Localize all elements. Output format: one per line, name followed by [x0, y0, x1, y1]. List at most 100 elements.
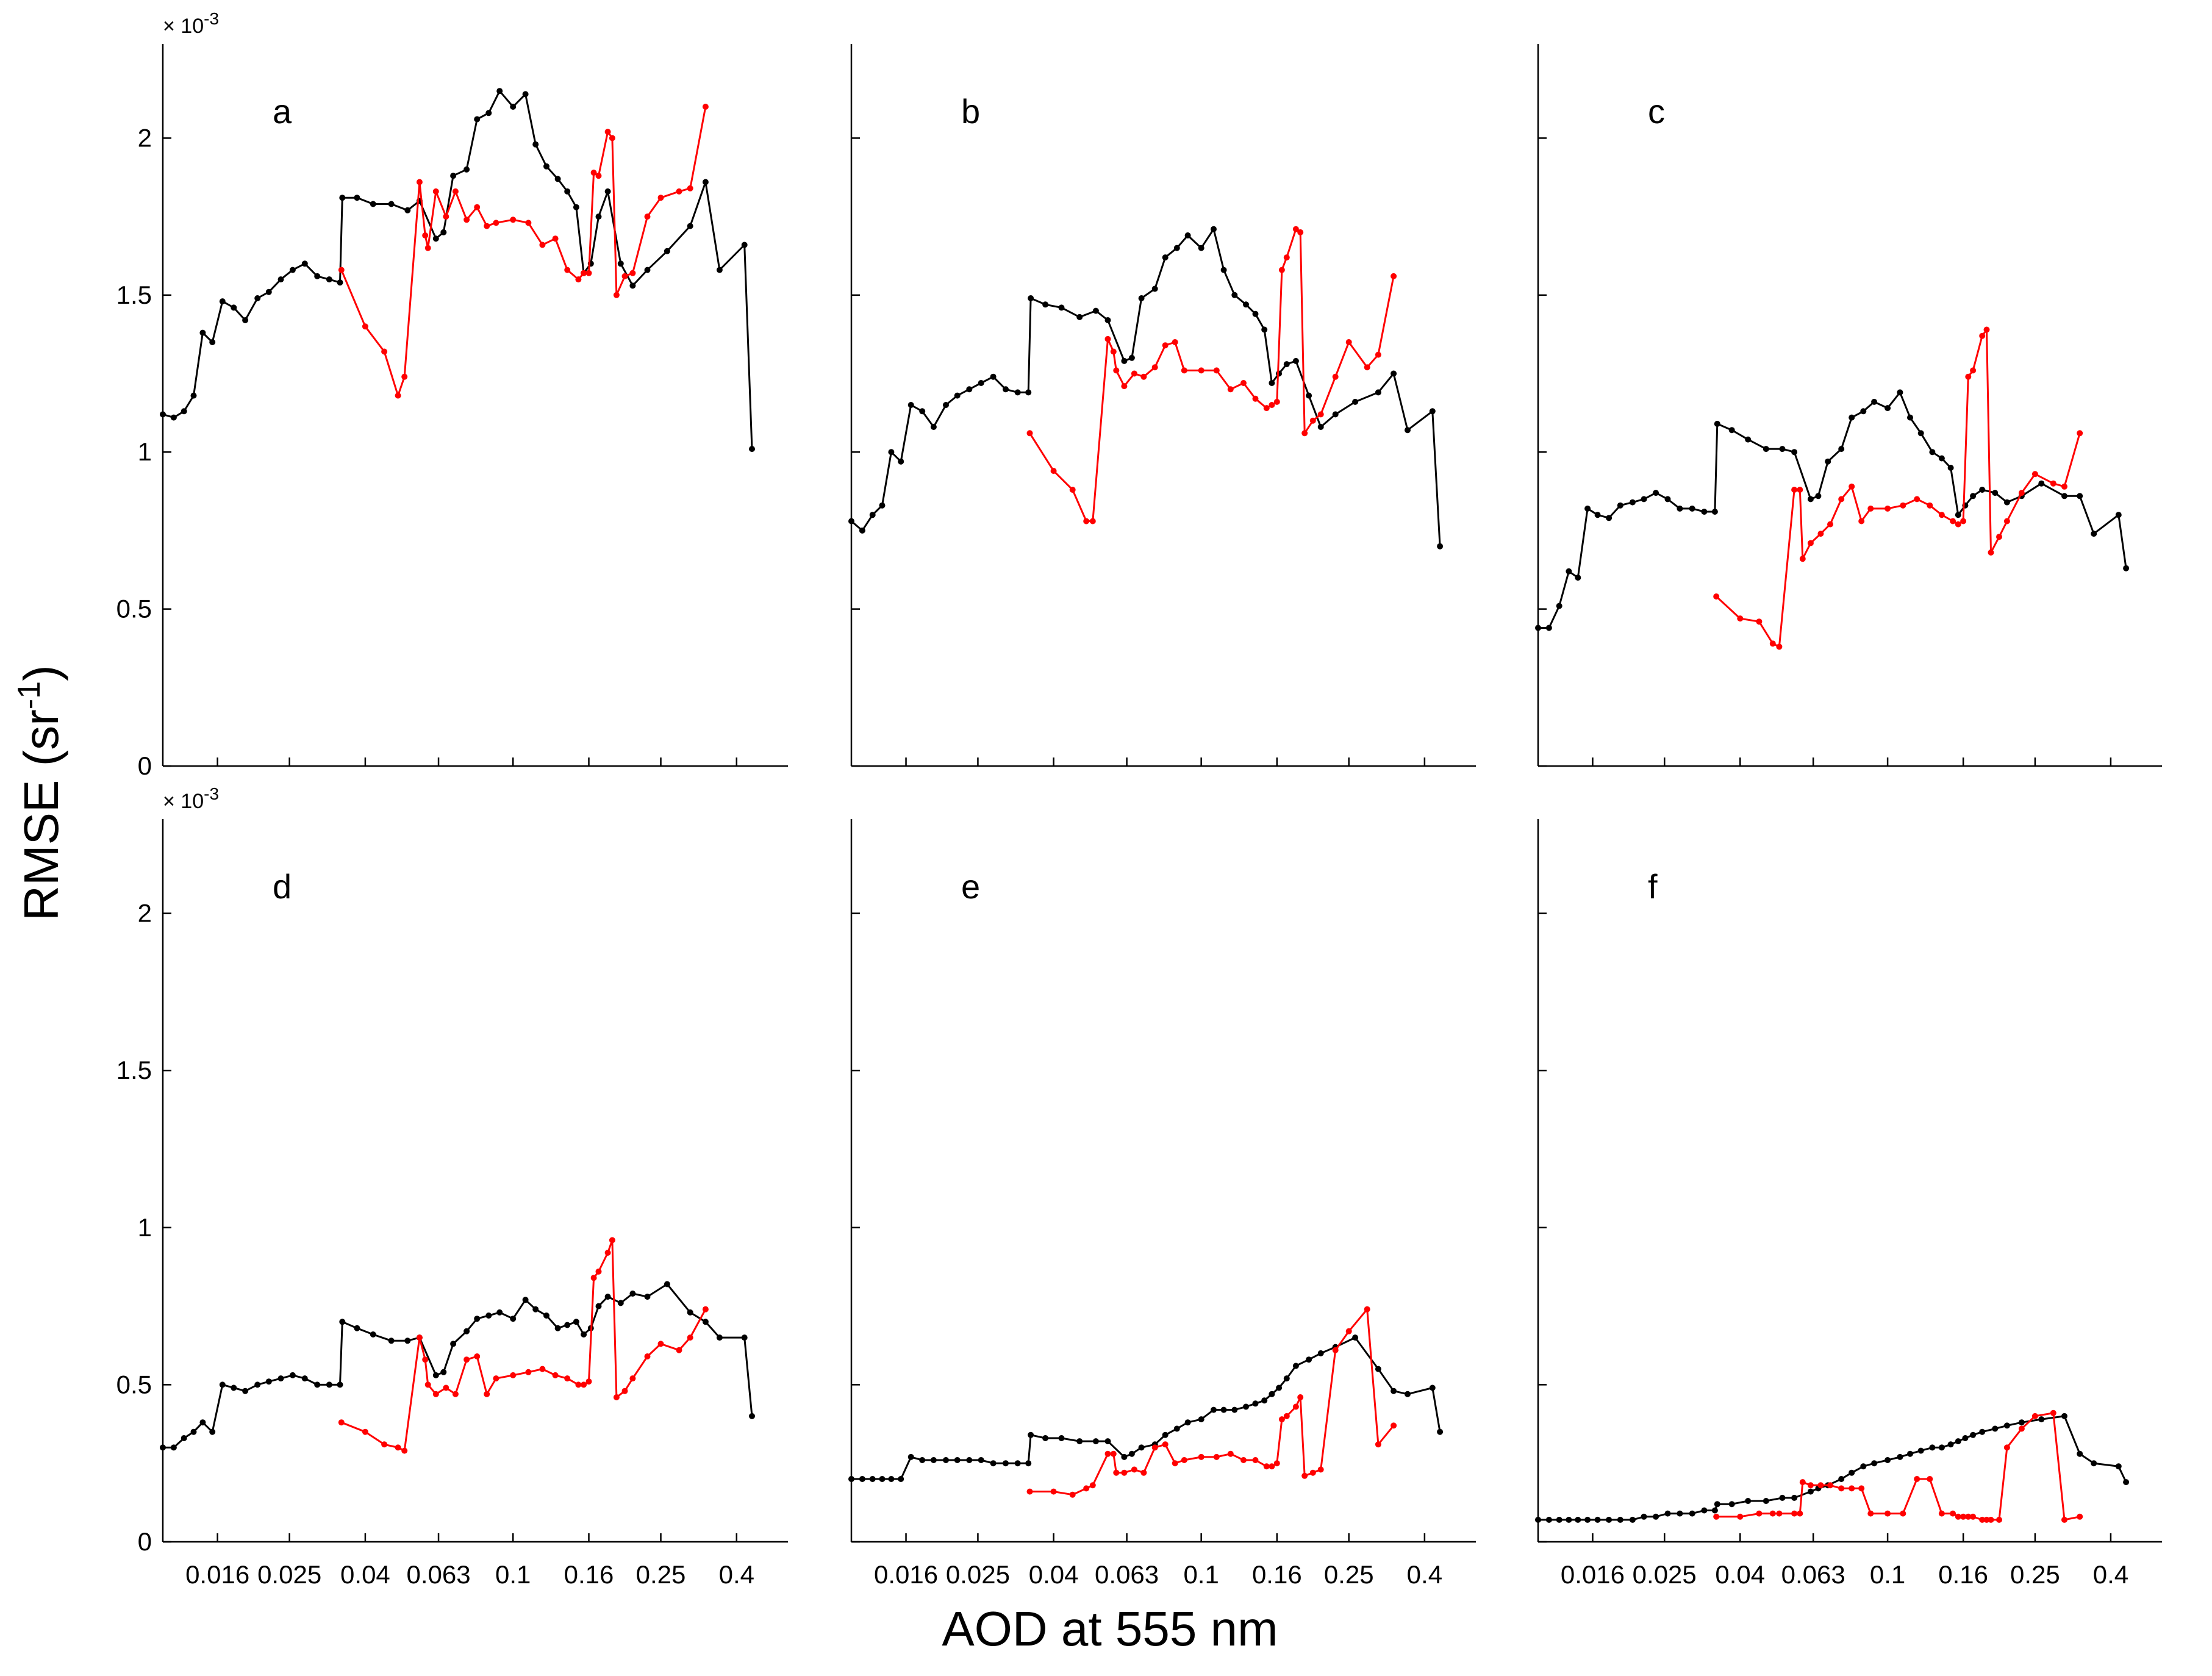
data-point-black	[242, 317, 249, 323]
data-point-black	[1076, 313, 1083, 320]
data-point-black	[209, 1428, 216, 1435]
data-point-black	[919, 408, 926, 415]
series-line-red	[340, 106, 707, 397]
data-point-black	[1269, 380, 1275, 386]
data-point-black	[510, 104, 517, 110]
x-tick-label: 0.1	[1870, 1560, 1905, 1589]
data-point-red	[629, 1375, 636, 1382]
y-tick-label: 0.5	[116, 595, 152, 623]
data-point-black	[1429, 1384, 1436, 1391]
data-point-black	[1938, 455, 1945, 462]
data-point-red	[1867, 505, 1874, 512]
data-point-red	[1927, 502, 1933, 509]
data-point-black	[1128, 1450, 1135, 1457]
data-point-red	[1273, 1460, 1280, 1467]
data-point-red	[2077, 430, 2083, 437]
data-point-black	[573, 204, 579, 210]
data-point-black	[1955, 1438, 1961, 1445]
data-point-red	[552, 235, 559, 242]
data-point-black	[1243, 301, 1249, 308]
data-point-black	[1849, 1469, 1855, 1476]
data-point-black	[2003, 1422, 2010, 1429]
data-point-black	[2077, 1450, 2083, 1457]
data-point-black	[1745, 1498, 1752, 1504]
data-point-red	[1960, 518, 1967, 525]
data-point-black	[664, 248, 670, 254]
data-point-red	[1151, 1444, 1158, 1451]
data-point-black	[450, 1341, 457, 1347]
data-point-black	[432, 1372, 439, 1378]
data-point-red	[1797, 1510, 1803, 1517]
data-point-black	[954, 1457, 961, 1463]
data-point-black	[440, 229, 447, 235]
data-point-red	[1979, 332, 1986, 339]
data-point-black	[898, 1476, 904, 1482]
data-point-black	[1405, 1391, 1411, 1397]
data-point-red	[1140, 1469, 1147, 1476]
data-point-black	[1405, 427, 1411, 434]
data-point-red	[1181, 367, 1187, 374]
data-point-red	[1900, 1510, 1906, 1517]
data-point-red	[362, 323, 368, 330]
y-exponent-label: × 10-3	[163, 9, 219, 38]
data-point-black	[1970, 1431, 1977, 1438]
data-point-black	[1173, 1425, 1180, 1432]
y-axis-title-suffix: )	[14, 665, 68, 681]
data-point-red	[1900, 502, 1906, 509]
data-point-black	[716, 267, 723, 273]
data-point-black	[930, 1457, 937, 1463]
data-point-red	[604, 129, 611, 135]
data-point-red	[1026, 430, 1033, 437]
data-point-red	[581, 1381, 587, 1388]
panel-label: b	[961, 92, 980, 131]
data-point-black	[1220, 267, 1227, 273]
data-point-black	[1860, 1463, 1867, 1470]
data-point-red	[1375, 351, 1381, 358]
data-point-black	[532, 141, 539, 148]
data-point-black	[2123, 1479, 2130, 1486]
data-point-black	[1535, 625, 1541, 631]
data-point-red	[1301, 1472, 1308, 1479]
data-point-red	[1827, 521, 1833, 528]
data-point-black	[1076, 1438, 1083, 1445]
data-point-black	[1617, 502, 1623, 509]
data-point-red	[1240, 1457, 1247, 1463]
y-axis-title: RMSE (sr-1)	[12, 665, 68, 921]
data-point-black	[1664, 496, 1671, 503]
data-point-black	[1243, 1403, 1249, 1410]
data-point-black	[1714, 420, 1720, 427]
data-point-red	[1213, 1453, 1220, 1460]
data-point-red	[1131, 1466, 1137, 1473]
data-point-black	[749, 1413, 755, 1419]
data-point-red	[609, 135, 615, 141]
data-point-black	[1714, 1501, 1720, 1508]
data-point-red	[1050, 1488, 1057, 1495]
data-point-red	[1283, 1413, 1290, 1419]
data-point-black	[1897, 389, 1903, 396]
data-point-black	[1211, 1406, 1217, 1413]
data-point-black	[581, 1331, 587, 1338]
data-point-black	[219, 298, 226, 305]
data-point-red	[621, 1388, 628, 1394]
data-point-black	[326, 1381, 332, 1388]
y-exponent-power: -3	[204, 784, 219, 803]
data-point-black	[1317, 1350, 1324, 1356]
y-exponent-base: × 10	[163, 790, 204, 813]
panel-c: c	[1535, 44, 2162, 767]
data-point-black	[219, 1381, 226, 1388]
data-point-black	[190, 392, 197, 399]
data-point-red	[395, 392, 401, 399]
data-point-red	[676, 188, 682, 195]
data-point-red	[564, 1375, 571, 1382]
x-tick-label: 0.25	[1324, 1560, 1374, 1589]
y-tick-label: 1	[138, 1213, 152, 1242]
data-point-red	[2061, 1516, 2067, 1523]
data-point-black	[432, 235, 439, 242]
series-line-red	[1716, 1412, 2080, 1521]
data-point-black	[1028, 1431, 1034, 1438]
data-point-red	[1988, 549, 1994, 556]
data-point-black	[2115, 1463, 2122, 1470]
data-point-black	[990, 373, 997, 380]
data-point-red	[1965, 373, 1972, 380]
series-red	[338, 1237, 709, 1454]
